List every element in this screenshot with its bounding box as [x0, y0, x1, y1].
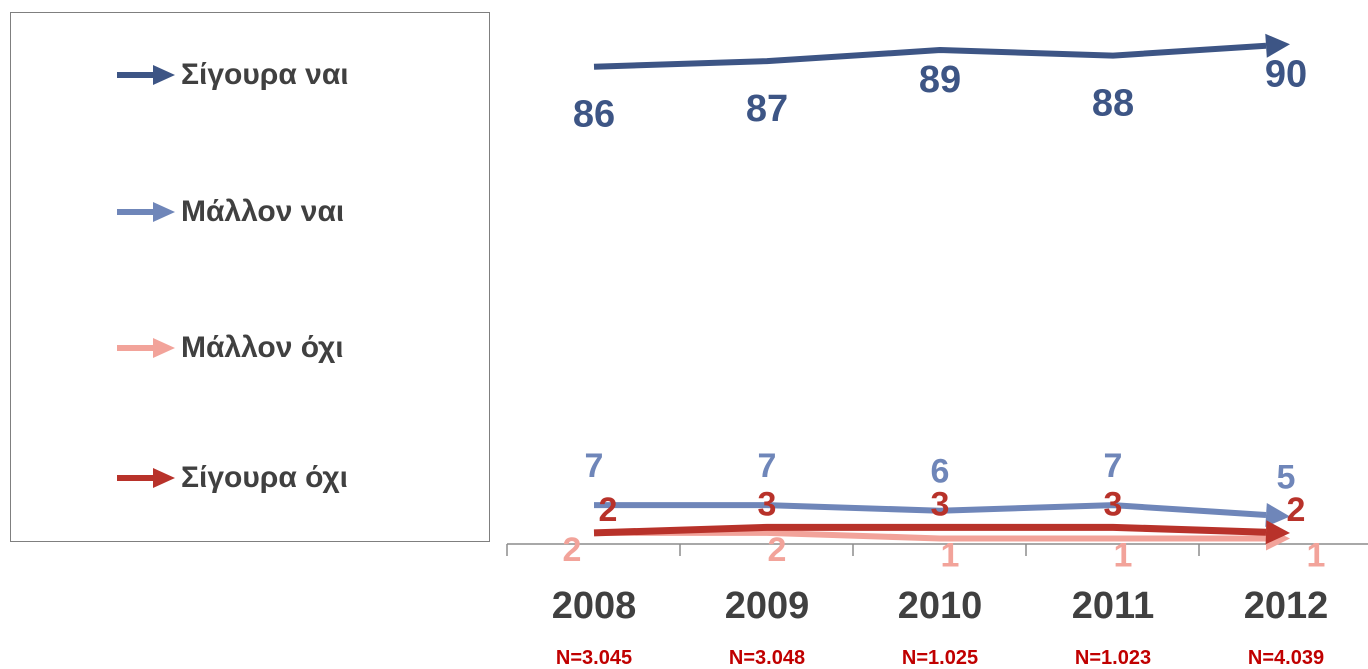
data-label-sigoura-oxi: 3 — [1104, 485, 1123, 523]
data-label-sigoura-oxi: 3 — [758, 485, 777, 523]
series-line-sigoura-nai — [593, 42, 1267, 70]
sample-size-label: N=1.023 — [1075, 647, 1151, 669]
legend-label: Σίγουρα όχι — [181, 461, 348, 494]
data-label-mallon-oxi: 2 — [563, 531, 582, 569]
legend-item-mallon-nai: Μάλλον ναι — [115, 195, 344, 229]
legend-label: Σίγουρα ναι — [181, 58, 349, 91]
arrow-right-icon — [117, 65, 175, 85]
arrow-right-icon — [117, 338, 175, 358]
data-label-sigoura-oxi: 3 — [931, 485, 950, 523]
arrow-right-icon — [117, 468, 175, 488]
legend-label: Μάλλον ναι — [181, 195, 345, 228]
data-label-sigoura-nai: 88 — [1092, 83, 1134, 125]
x-tick-label: 2010 — [898, 585, 983, 627]
series-arrowhead-sigoura-nai — [1265, 33, 1290, 58]
data-label-sigoura-oxi: 2 — [1287, 491, 1306, 529]
data-label-mallon-oxi: 1 — [1307, 536, 1326, 574]
data-label-mallon-nai: 7 — [1104, 447, 1123, 485]
legend-label: Μάλλον όχι — [181, 331, 344, 364]
data-label-mallon-oxi: 1 — [941, 536, 960, 574]
legend: Σίγουρα ναι Μάλλον ναι Μάλλον όχι Σίγουρ… — [10, 12, 490, 542]
legend-item-sigoura-oxi: Σίγουρα όχι — [115, 461, 348, 495]
legend-swatch-head — [153, 202, 175, 222]
legend-swatch-head — [153, 338, 175, 358]
data-label-sigoura-nai: 90 — [1265, 54, 1307, 96]
sample-size-label: N=4.039 — [1248, 647, 1324, 669]
data-label-sigoura-nai: 86 — [573, 94, 615, 136]
data-label-mallon-nai: 7 — [585, 447, 604, 485]
x-tick-label: 2009 — [725, 585, 810, 627]
legend-item-sigoura-nai: Σίγουρα ναι — [115, 58, 349, 92]
data-label-mallon-nai: 6 — [931, 453, 950, 491]
x-tick-labels: 2008 N=3.045 2009 N=3.048 2010 N=1.025 2011 N=1… — [552, 585, 1329, 669]
x-axis — [506, 543, 1368, 556]
sample-size-label: N=1.025 — [902, 647, 978, 669]
sample-size-label: N=3.048 — [729, 647, 805, 669]
series-line-mallon-nai — [594, 502, 1267, 518]
series-arrowhead-mallon-nai — [1265, 502, 1290, 527]
series-arrowhead-sigoura-oxi — [1265, 520, 1290, 545]
x-tick-label: 2008 — [552, 585, 637, 627]
x-tick-label: 2011 — [1072, 585, 1154, 627]
legend-swatch-head — [153, 468, 175, 488]
data-label-mallon-oxi: 1 — [1114, 536, 1133, 574]
series-line-sigoura-oxi — [593, 523, 1267, 537]
legend-swatch-head — [153, 65, 175, 85]
data-label-sigoura-nai: 89 — [919, 59, 961, 101]
data-label-mallon-nai: 7 — [758, 447, 777, 485]
data-label-mallon-nai: 5 — [1277, 458, 1296, 496]
data-label-mallon-oxi: 2 — [768, 531, 787, 569]
series-lines — [593, 33, 1290, 551]
data-label-sigoura-nai: 87 — [746, 88, 788, 130]
data-label-sigoura-oxi: 2 — [599, 491, 618, 529]
legend-item-mallon-oxi: Μάλλον όχι — [115, 331, 344, 365]
x-tick-label: 2012 — [1244, 585, 1329, 627]
sample-size-label: N=3.045 — [556, 647, 632, 669]
arrow-right-icon — [117, 202, 175, 222]
series-line-mallon-oxi — [594, 529, 1266, 542]
